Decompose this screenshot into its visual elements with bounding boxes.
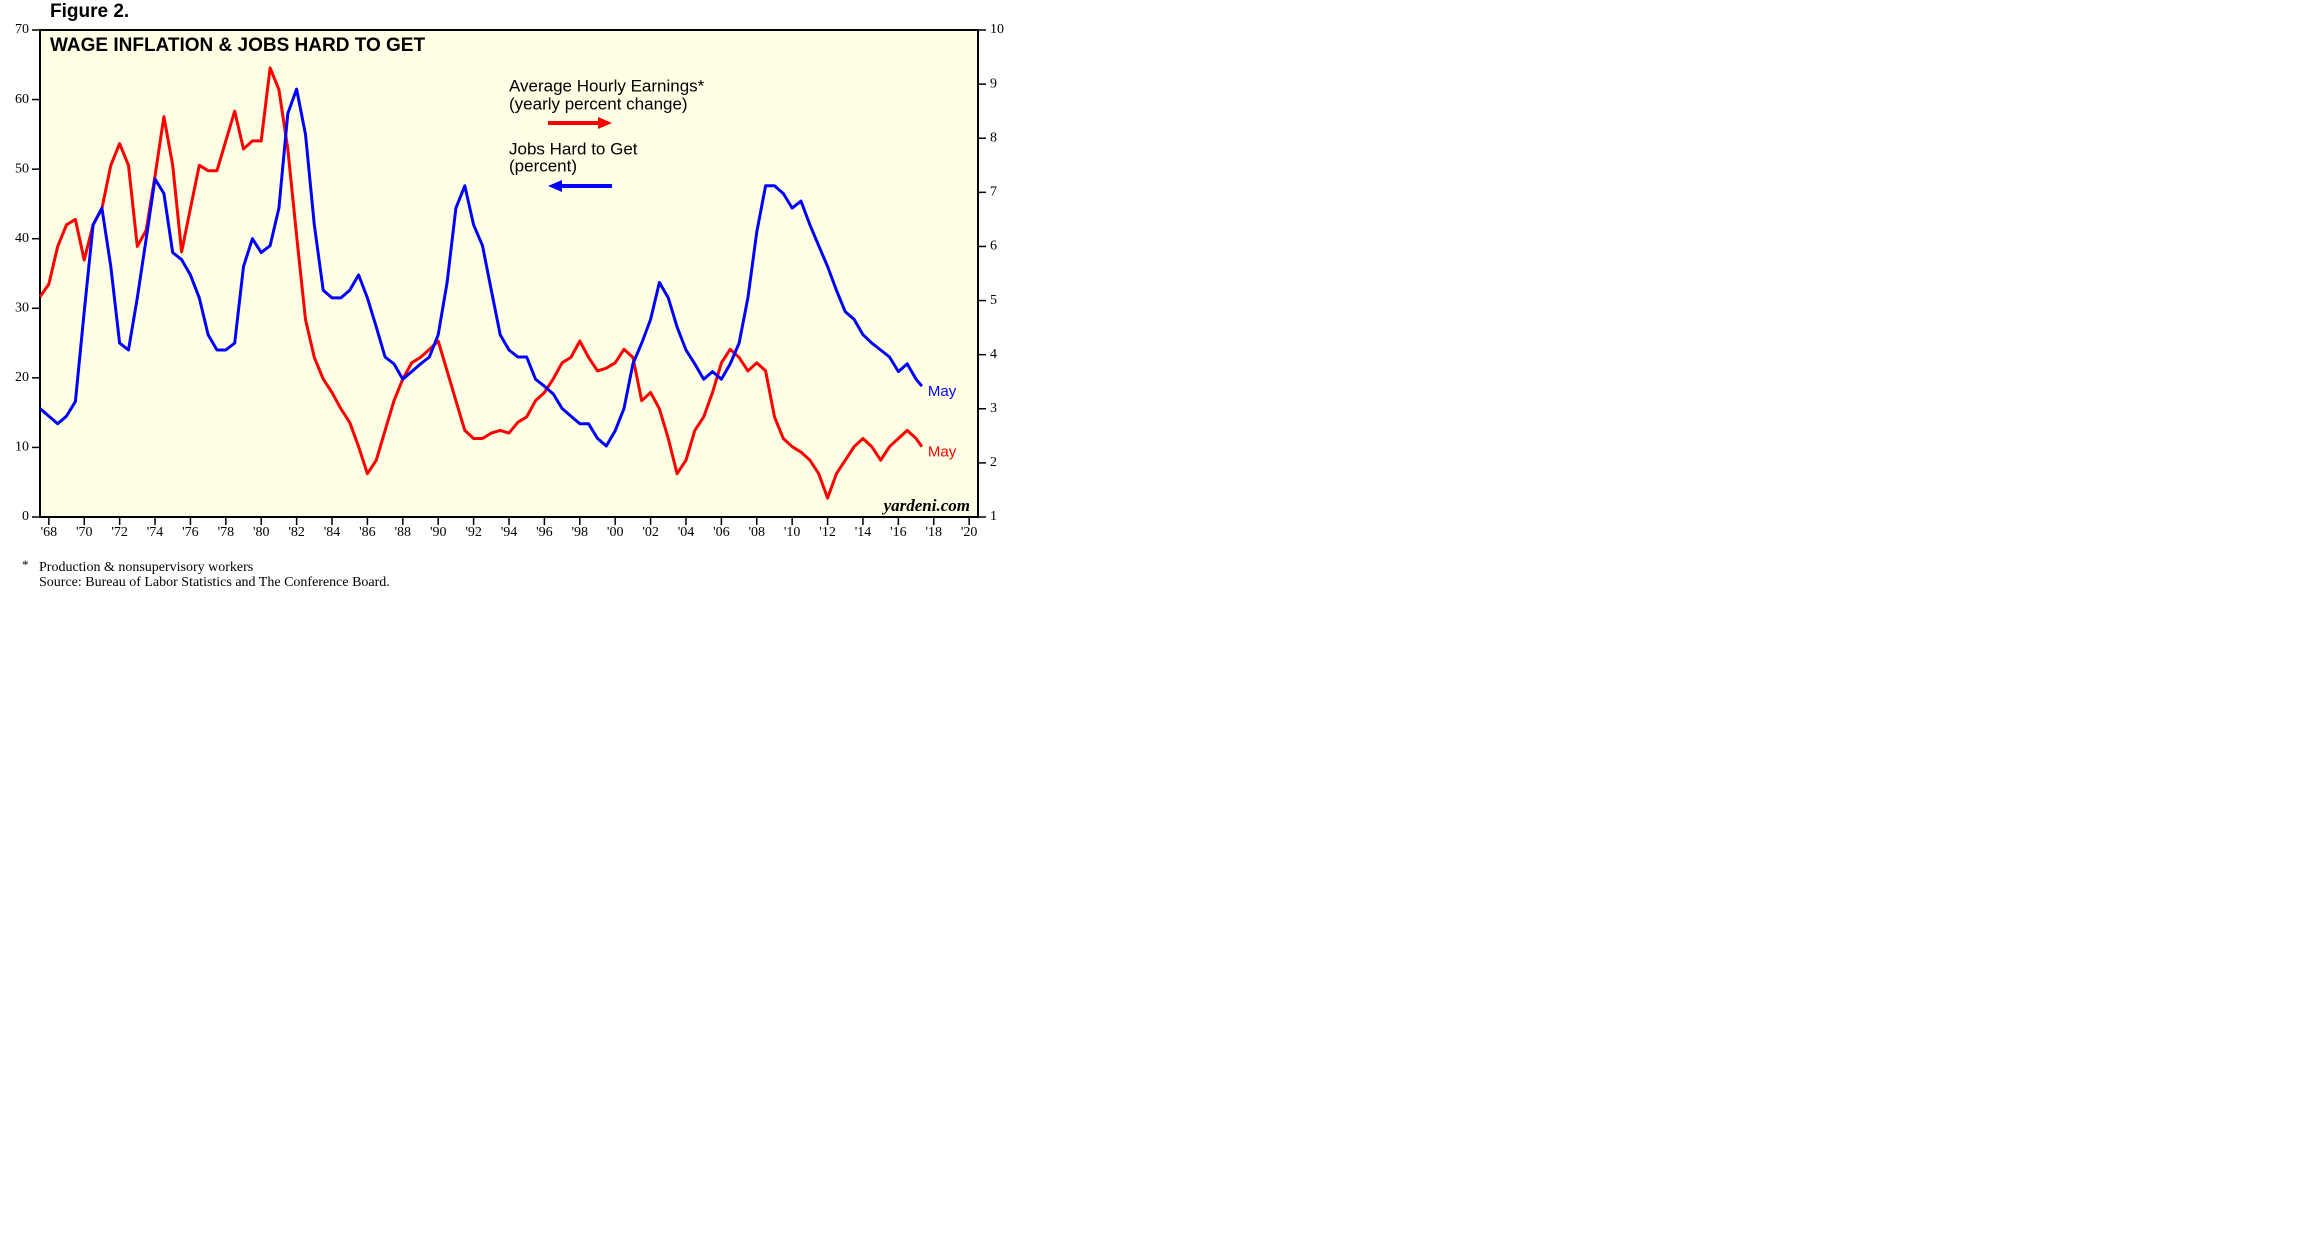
x-tick-label: '04 xyxy=(678,525,695,540)
x-tick-label: '02 xyxy=(642,525,659,540)
footnote-marker: * xyxy=(22,557,29,572)
x-tick-label: '92 xyxy=(465,525,482,540)
y2-tick-label: 9 xyxy=(990,76,997,91)
y2-tick-label: 5 xyxy=(990,293,997,308)
x-tick-label: '90 xyxy=(430,525,447,540)
y-tick-label: 60 xyxy=(15,92,29,107)
y-tick-label: 50 xyxy=(15,161,29,176)
y2-tick-label: 8 xyxy=(990,130,997,145)
legend-arrow-head xyxy=(598,117,612,129)
x-tick-label: '94 xyxy=(501,525,518,540)
source-credit: yardeni.com xyxy=(882,496,970,515)
legend-arrow-head xyxy=(548,180,562,192)
series-line xyxy=(39,87,924,448)
x-tick-label: '82 xyxy=(288,525,305,540)
x-tick-label: '18 xyxy=(925,525,942,540)
legend-label: Jobs Hard to Get xyxy=(509,139,638,158)
y2-tick-label: 2 xyxy=(990,455,997,470)
x-tick-label: '12 xyxy=(819,525,836,540)
plot-area xyxy=(39,29,979,518)
y-tick-label: 0 xyxy=(22,509,29,524)
end-label: May xyxy=(928,444,957,461)
x-tick-label: '84 xyxy=(324,525,341,540)
y2-tick-label: 1 xyxy=(990,509,997,524)
x-tick-label: '88 xyxy=(395,525,412,540)
x-tick-label: '78 xyxy=(218,525,235,540)
x-tick-label: '96 xyxy=(536,525,553,540)
legend-note: (yearly percent change) xyxy=(509,94,688,113)
x-tick-label: '00 xyxy=(607,525,624,540)
x-tick-label: '06 xyxy=(713,525,730,540)
x-tick-label: '80 xyxy=(253,525,270,540)
y-tick-label: 70 xyxy=(15,22,29,37)
x-tick-label: '16 xyxy=(890,525,907,540)
y-tick-label: 30 xyxy=(15,301,29,316)
footnote: Production & nonsupervisory workers xyxy=(39,560,253,575)
y-tick-label: 10 xyxy=(15,440,29,455)
y2-tick-label: 7 xyxy=(990,185,997,200)
x-tick-label: '76 xyxy=(182,525,199,540)
x-tick-label: '98 xyxy=(572,525,589,540)
y2-tick-label: 10 xyxy=(990,22,1004,37)
series-line xyxy=(38,66,924,500)
source: Source: Bureau of Labor Statistics and T… xyxy=(39,575,390,590)
end-label: May xyxy=(928,383,957,400)
x-tick-label: '10 xyxy=(784,525,801,540)
x-tick-label: '86 xyxy=(359,525,376,540)
x-tick-label: '08 xyxy=(749,525,766,540)
y-tick-label: 40 xyxy=(15,231,29,246)
x-tick-label: '14 xyxy=(855,525,872,540)
y2-tick-label: 3 xyxy=(990,401,997,416)
x-tick-label: '68 xyxy=(41,525,58,540)
x-tick-label: '70 xyxy=(76,525,93,540)
y-tick-label: 20 xyxy=(15,370,29,385)
legend-label: Average Hourly Earnings* xyxy=(509,76,705,95)
x-tick-label: '74 xyxy=(147,525,164,540)
y2-tick-label: 4 xyxy=(990,347,997,362)
y2-tick-label: 6 xyxy=(990,239,997,254)
x-tick-label: '72 xyxy=(111,525,128,540)
figure-label: Figure 2. xyxy=(50,1,129,22)
x-tick-label: '20 xyxy=(961,525,978,540)
chart-title: WAGE INFLATION & JOBS HARD TO GET xyxy=(50,35,425,56)
legend-note: (percent) xyxy=(509,156,577,175)
